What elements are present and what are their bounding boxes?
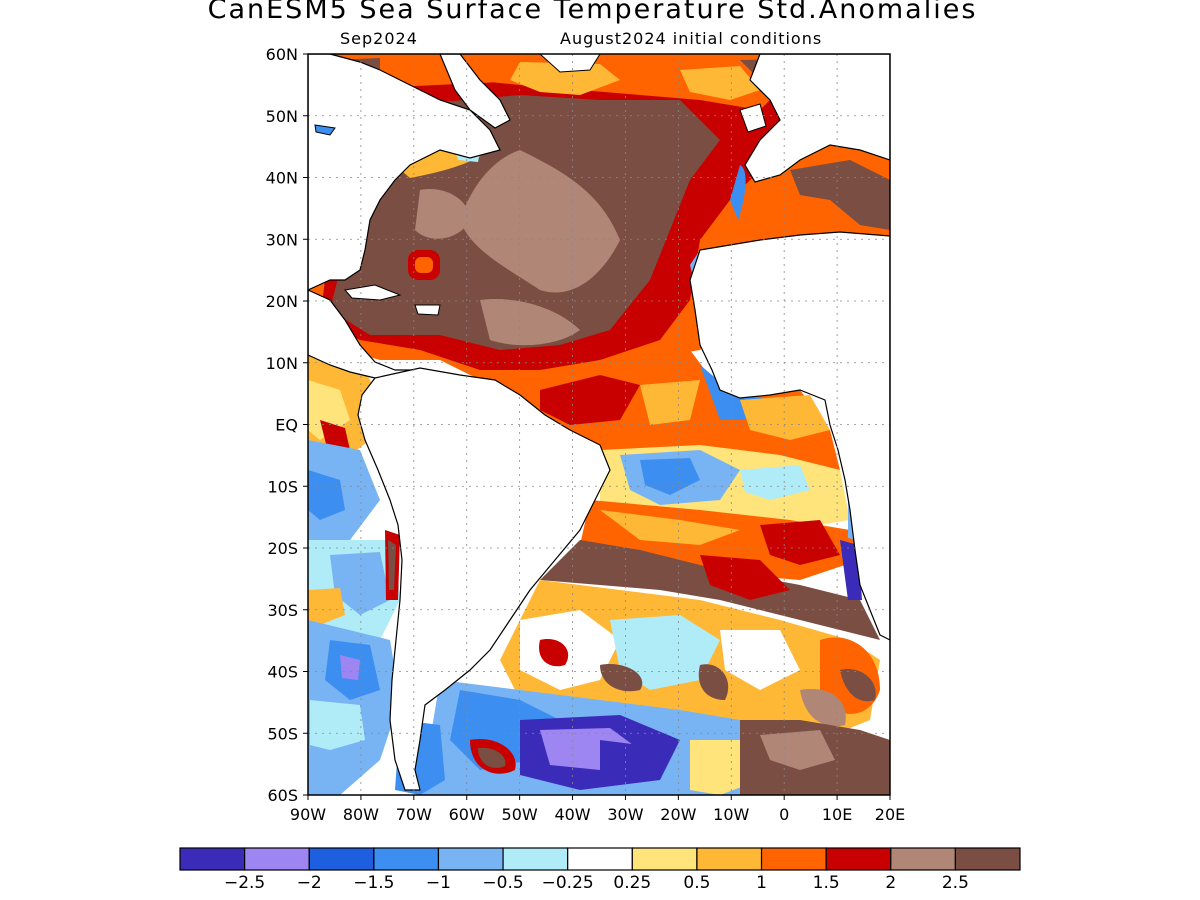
lat-tick-label: 60N — [266, 45, 298, 64]
latitude-axis: 60N 50N 40N 30N 20N 10N EQ 10S 20S 30S 40S 50S 60S — [266, 45, 308, 805]
lon-tick-label: 0 — [779, 805, 789, 824]
lon-tick-label: 50W — [502, 805, 538, 824]
colorbar-swatch — [631, 847, 698, 871]
colorbar-label: 2.5 — [942, 873, 969, 893]
lat-tick-label: 30N — [266, 230, 298, 249]
map-title: CanESM5 Sea Surface Temperature Std.Anom… — [207, 0, 978, 25]
lon-tick-label: 70W — [396, 805, 432, 824]
lat-tick-label: EQ — [275, 416, 298, 435]
south-america-land — [357, 367, 611, 791]
colorbar-swatch — [308, 847, 375, 871]
lon-tick-label: 20W — [660, 805, 696, 824]
colorbar-swatch — [502, 847, 569, 871]
initial-conditions: August2024 initial conditions — [560, 29, 823, 48]
lat-tick-label: 40S — [267, 663, 298, 682]
lat-tick-label: 50S — [267, 724, 298, 743]
colorbar-swatch — [373, 847, 440, 871]
colorbar-label: −1.5 — [353, 873, 394, 893]
colorbar-legend: −2.5 −2 −1.5 −1 −0.5 −0.25 0.25 0.5 1 1.5 2 2.5 — [179, 847, 1021, 893]
colorbar-label: 2 — [885, 873, 896, 893]
colorbar-swatch — [179, 847, 246, 871]
north-america-land — [308, 54, 501, 291]
colorbar-swatch — [825, 847, 892, 871]
colorbar-swatch — [954, 847, 1021, 871]
lat-tick-label: 10N — [266, 354, 298, 373]
lat-tick-label: 60S — [267, 786, 298, 805]
lon-tick-label: 20E — [875, 805, 905, 824]
colorbar-swatch — [890, 847, 956, 871]
colorbar-swatch — [760, 847, 827, 871]
anomaly-field — [308, 54, 890, 795]
longitude-axis: 90W 80W 70W 60W 50W 40W 30W 20W 10W 0 10E 20E — [290, 795, 905, 824]
lon-tick-label: 40W — [554, 805, 590, 824]
lat-tick-label: 20N — [266, 292, 298, 311]
lat-tick-label: 50N — [266, 107, 298, 126]
lat-tick-label: 30S — [267, 601, 298, 620]
lat-tick-label: 10S — [267, 477, 298, 496]
colorbar-label: −2 — [297, 873, 322, 893]
colorbar-swatch — [696, 847, 763, 871]
colorbar-label: −0.5 — [482, 873, 523, 893]
colorbar-label: 1 — [756, 873, 767, 893]
lon-tick-label: 10W — [713, 805, 749, 824]
colorbar-swatch — [244, 847, 310, 871]
europe-land — [744, 54, 890, 183]
forecast-month: Sep2024 — [340, 29, 418, 48]
colorbar-swatch — [567, 847, 633, 871]
lon-tick-label: 80W — [343, 805, 379, 824]
lon-tick-label: 10E — [822, 805, 852, 824]
lon-tick-label: 90W — [290, 805, 326, 824]
colorbar-label: 1.5 — [813, 873, 840, 893]
colorbar-swatch — [437, 847, 504, 871]
graticule — [308, 54, 890, 795]
colorbar-label: 0.25 — [613, 873, 651, 893]
colorbar-label: 0.5 — [683, 873, 710, 893]
lon-tick-label: 60W — [449, 805, 485, 824]
colorbar-label: −0.25 — [542, 873, 594, 893]
lat-tick-label: 40N — [266, 169, 298, 188]
colorbar-label: −1 — [426, 873, 451, 893]
colorbar-label: −2.5 — [224, 873, 265, 893]
lon-tick-label: 30W — [607, 805, 643, 824]
africa-land — [689, 231, 890, 641]
lat-tick-label: 20S — [267, 539, 298, 558]
